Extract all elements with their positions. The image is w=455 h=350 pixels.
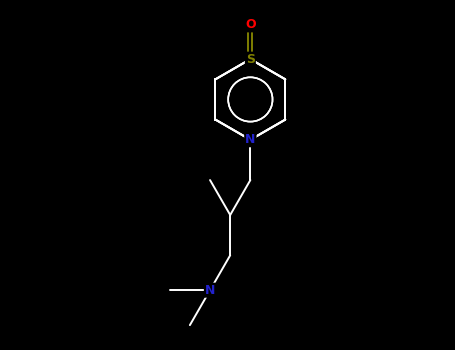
Text: O: O <box>245 19 256 32</box>
Text: N: N <box>245 133 256 146</box>
Text: N: N <box>205 284 215 297</box>
Text: S: S <box>246 52 255 66</box>
